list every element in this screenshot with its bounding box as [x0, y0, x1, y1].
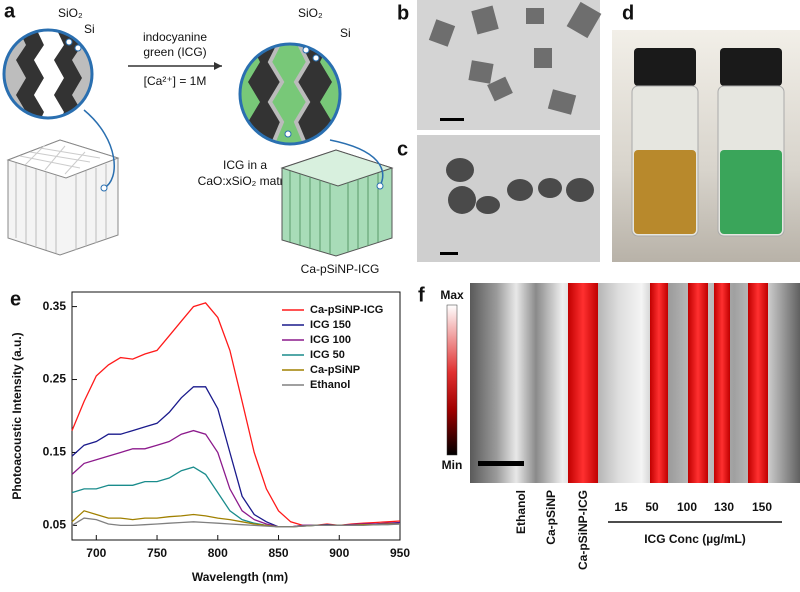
- panel-label: e: [10, 288, 21, 310]
- y-tick-label: 0.25: [43, 372, 67, 386]
- legend-label: ICG 100: [310, 334, 351, 346]
- panel-label: d: [622, 2, 634, 24]
- product-text: Ca-pSiNP-ICG: [301, 262, 380, 276]
- concentration-label: 150: [752, 500, 772, 514]
- x-tick-label: 750: [147, 546, 167, 560]
- plot-frame: [71, 291, 401, 541]
- colorbar-max: Max: [440, 288, 464, 302]
- series-line: [71, 386, 401, 528]
- sample-label: Ethanol: [514, 490, 528, 534]
- concentration-label: 50: [645, 500, 659, 514]
- panel-c: c: [397, 135, 600, 262]
- matrix-text: ICG in a: [223, 158, 267, 172]
- reaction-text: indocyanine: [143, 30, 207, 44]
- colorbar-min: Min: [442, 458, 463, 472]
- y-tick-label: 0.15: [43, 445, 67, 459]
- panel-b: b: [397, 0, 602, 130]
- legend-label: Ethanol: [310, 379, 350, 391]
- nanoparticle-right: [280, 149, 394, 257]
- condition-text: [Ca²⁺] = 1M: [144, 74, 207, 88]
- panel-a: a SiO₂ Si indocyanine green (ICG) [Ca²⁺]…: [2, 0, 394, 276]
- x-tick-label: 800: [208, 546, 228, 560]
- panel-f: f Max Min Ethanol Ca-pSiNP Ca-pSiNP-ICG …: [418, 283, 800, 570]
- y-tick-label: 0.35: [43, 299, 67, 313]
- concentration-axis-label: ICG Conc (µg/mL): [644, 532, 746, 546]
- x-tick-label: 900: [329, 546, 349, 560]
- sample-label: Ca-pSiNP: [544, 490, 558, 545]
- matrix-text: CaO:xSiO₂ matrix: [198, 174, 293, 188]
- x-tick-label: 950: [390, 546, 410, 560]
- legend-label: ICG 150: [310, 319, 351, 331]
- legend-label: Ca-pSiNP-ICG: [310, 304, 383, 316]
- label-sio2: SiO₂: [58, 6, 83, 20]
- label-si: Si: [340, 26, 351, 40]
- panel-d: d: [612, 2, 800, 262]
- nanoparticle-left: [6, 139, 120, 256]
- y-axis-label: Photoacoustic Intensity (a.u.): [10, 332, 24, 499]
- concentration-label: 15: [614, 500, 628, 514]
- x-tick-label: 700: [86, 546, 106, 560]
- sample-label: Ca-pSiNP-ICG: [576, 490, 590, 570]
- reaction-text: green (ICG): [143, 45, 206, 59]
- x-axis-label: Wavelength (nm): [192, 570, 288, 584]
- legend-label: ICG 50: [310, 349, 345, 361]
- series-line: [71, 429, 400, 528]
- panel-label: a: [4, 0, 16, 22]
- label-si: Si: [84, 22, 95, 36]
- panel-label: f: [418, 284, 425, 306]
- label-sio2: SiO₂: [298, 6, 323, 20]
- legend-label: Ca-pSiNP: [310, 364, 360, 376]
- concentration-label: 130: [714, 500, 734, 514]
- series-line: [71, 517, 401, 528]
- concentration-label: 100: [677, 500, 697, 514]
- pore-zoom-right: [240, 44, 340, 144]
- panel-label: b: [397, 2, 409, 24]
- x-tick-label: 850: [269, 546, 289, 560]
- y-tick-label: 0.05: [43, 518, 67, 532]
- panel-label: c: [397, 138, 408, 160]
- panel-e: e Wavelength (nm) Photoacoustic Intensit…: [10, 288, 410, 584]
